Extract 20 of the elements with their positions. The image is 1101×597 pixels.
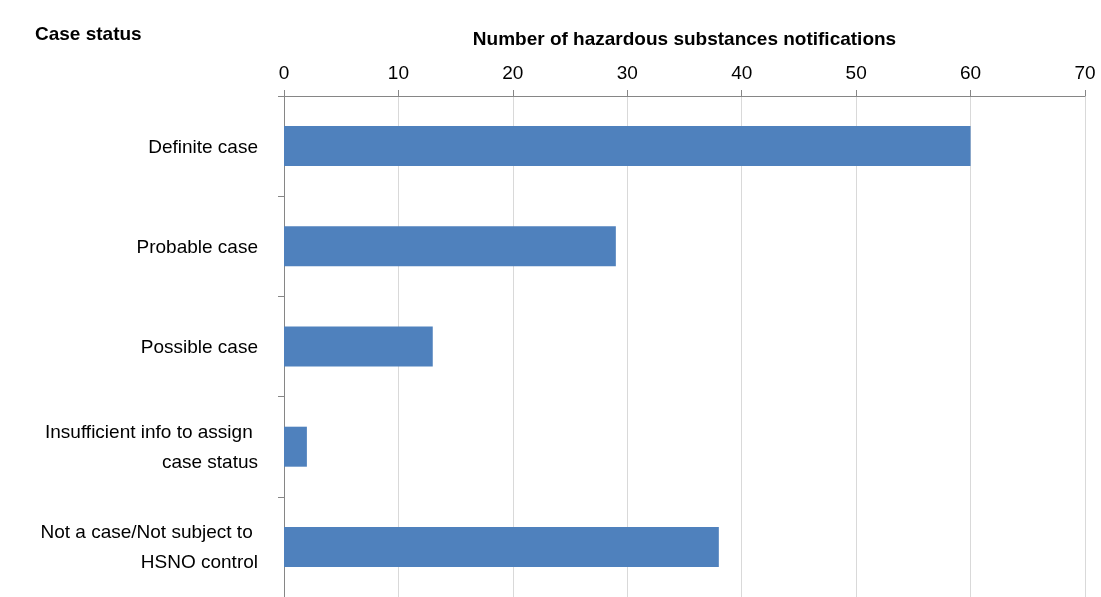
y-tick-label: Possible case: [140, 336, 258, 357]
bar: [284, 526, 719, 567]
x-tick-label: 0: [278, 62, 290, 83]
y-axis-title: Case status: [35, 23, 142, 44]
bar: [284, 426, 307, 467]
x-tick-label: 40: [731, 62, 753, 83]
y-tick-label: Insufficient info to assign case status: [45, 421, 258, 473]
x-tick-label: 50: [845, 62, 867, 83]
x-tick-label: 20: [502, 62, 524, 83]
bar: [284, 326, 433, 367]
y-tick-label: Not a case/Not subject to HSNO control: [40, 521, 258, 573]
bar: [284, 126, 971, 167]
x-tick-label: 60: [960, 62, 982, 83]
bar: [284, 226, 616, 267]
x-axis-title: Number of hazardous substances notifications: [472, 28, 897, 49]
x-tick-label: 70: [1074, 62, 1096, 83]
y-tick-label: Probable case: [136, 235, 258, 257]
x-tick-label: 10: [387, 62, 409, 83]
x-tick-label: 30: [616, 62, 638, 83]
y-tick-label: Definite case: [148, 135, 258, 157]
